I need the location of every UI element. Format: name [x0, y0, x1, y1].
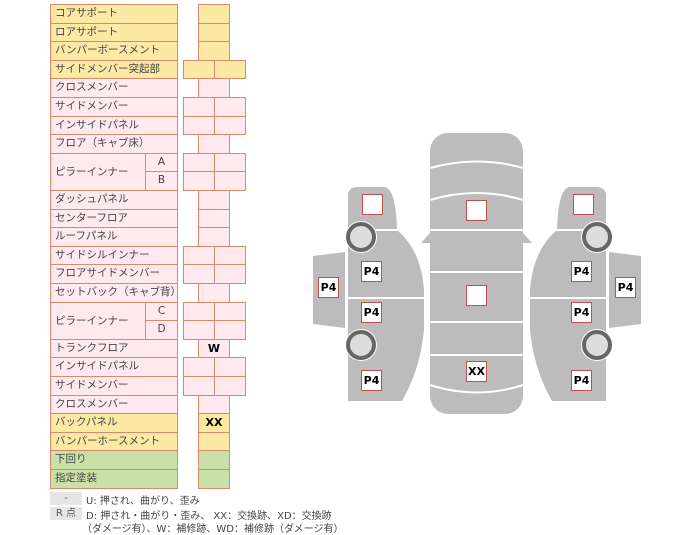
- marker-left-front[interactable]: [362, 194, 383, 215]
- legend-text: （ダメージ有）、W：補修跡、WD：補修跡（ダメージ有）: [82, 524, 344, 535]
- marker-right-front[interactable]: [573, 194, 594, 215]
- marker-right-rear[interactable]: P4: [571, 370, 592, 391]
- part-mark-cell[interactable]: [198, 469, 230, 489]
- part-mark-cell[interactable]: [214, 59, 246, 80]
- marker-right-rear-door[interactable]: P4: [571, 302, 592, 323]
- marker-center-hood[interactable]: [466, 200, 487, 221]
- part-sublabel: C: [145, 301, 178, 322]
- right-side-body: [530, 230, 606, 401]
- legend-key: -: [50, 492, 82, 505]
- legend-text: D: 押され・曲がり・歪み、 XX：交換跡、XD：交換跡: [86, 511, 332, 522]
- part-label: 指定塗装: [50, 469, 178, 489]
- marker-right-front-door[interactable]: P4: [571, 261, 592, 282]
- part-mark-cell[interactable]: [214, 115, 246, 136]
- part-label: サイドメンバー突起部: [50, 59, 178, 80]
- marker-left-front-door[interactable]: P4: [361, 261, 382, 282]
- part-label: フロア（キャブ床）: [50, 134, 178, 154]
- part-label: サイドメンバー: [50, 97, 178, 117]
- marker-center-roof[interactable]: [466, 285, 487, 306]
- marker-left-rear[interactable]: P4: [361, 370, 382, 391]
- car-body-top-view: [430, 133, 523, 414]
- part-mark-cell[interactable]: [214, 320, 246, 340]
- legend-key: R 点: [50, 507, 82, 520]
- part-label: クロスメンバー: [50, 78, 178, 98]
- part-label: サイドメンバー: [50, 376, 178, 396]
- part-label: センターフロア: [50, 208, 178, 229]
- part-mark-cell[interactable]: [214, 264, 246, 284]
- part-label: バンパーボースメント: [50, 41, 178, 61]
- marker-left-rear-door[interactable]: P4: [361, 302, 382, 323]
- part-mark-cell[interactable]: XX: [198, 413, 230, 433]
- part-mark-cell[interactable]: [214, 171, 246, 191]
- marker-right-fender[interactable]: P4: [615, 277, 636, 298]
- part-mark-cell[interactable]: [214, 376, 246, 396]
- left-side-body: [348, 230, 424, 401]
- part-label: ピラーインナー: [50, 301, 146, 340]
- part-sublabel: A: [145, 152, 178, 173]
- part-label: サイドシルインナー: [50, 245, 178, 266]
- part-label: フロアサイドメンバー: [50, 264, 178, 284]
- part-label: ピラーインナー: [50, 152, 146, 191]
- part-label: インサイドパネル: [50, 115, 178, 136]
- legend-text: U: 押され、曲がり、歪み: [86, 496, 200, 507]
- marker-left-fender[interactable]: P4: [318, 277, 339, 298]
- marker-center-trunk[interactable]: XX: [466, 361, 487, 382]
- part-label: バックパネル: [50, 413, 178, 433]
